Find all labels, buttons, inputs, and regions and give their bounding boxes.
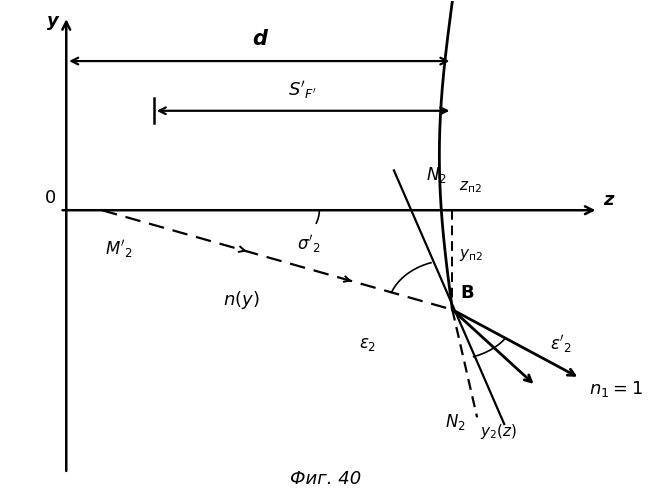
Text: y: y	[47, 12, 59, 30]
Text: $n_1=1$: $n_1=1$	[589, 379, 643, 399]
Text: $z_{\text{п}2}$: $z_{\text{п}2}$	[459, 180, 482, 196]
Text: $\varepsilon_2$: $\varepsilon_2$	[359, 336, 376, 353]
Text: 0: 0	[45, 189, 56, 207]
Text: $N_2$: $N_2$	[426, 166, 447, 186]
Text: $y_{\text{п}2}$: $y_{\text{п}2}$	[459, 247, 483, 263]
Text: B: B	[461, 284, 474, 302]
Text: $y_2(z)$: $y_2(z)$	[480, 422, 518, 442]
Text: $N_2$: $N_2$	[445, 412, 465, 432]
Text: $S'_{F'}$: $S'_{F'}$	[288, 79, 318, 101]
Text: $n(y)$: $n(y)$	[223, 288, 260, 310]
Text: d: d	[252, 28, 267, 48]
Text: z: z	[602, 192, 613, 210]
Text: $\sigma'_2$: $\sigma'_2$	[296, 232, 320, 254]
Text: $\varepsilon'_2$: $\varepsilon'_2$	[550, 334, 572, 355]
Text: $M'_2$: $M'_2$	[105, 238, 133, 260]
Text: Фиг. 40: Фиг. 40	[290, 470, 361, 488]
